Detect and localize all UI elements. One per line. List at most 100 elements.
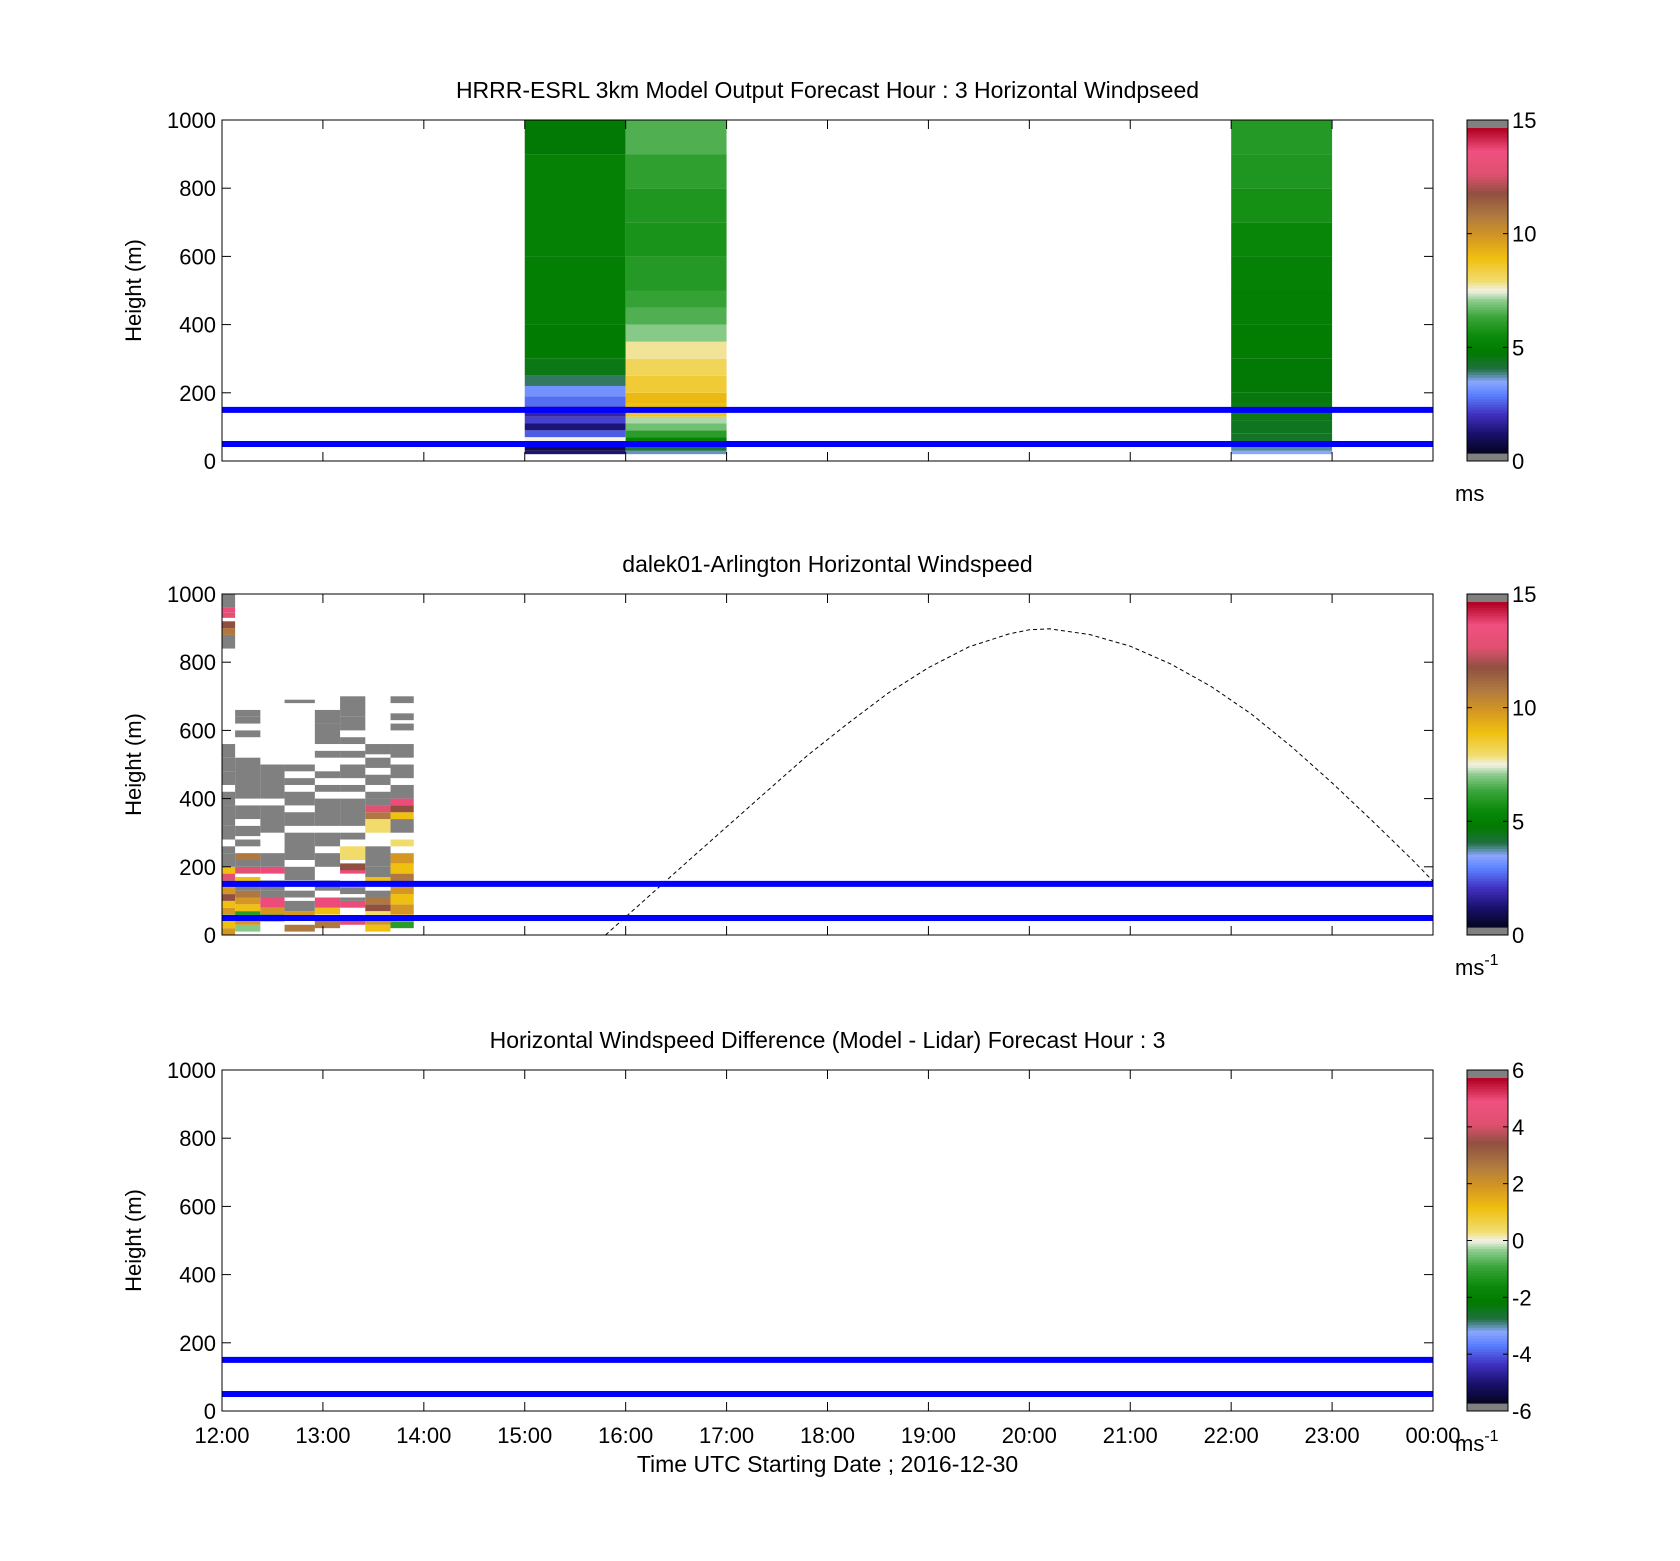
heatmap-cell bbox=[284, 764, 315, 772]
colorbar-tick-label: 15 bbox=[1512, 108, 1536, 133]
colorbar-segment bbox=[1467, 360, 1508, 365]
colorbar-segment bbox=[1467, 1316, 1508, 1320]
heatmap-cell bbox=[284, 890, 315, 898]
colorbar-segment bbox=[1467, 672, 1508, 676]
y-tick-label: 200 bbox=[179, 1331, 216, 1356]
colorbar-segment bbox=[1467, 203, 1508, 208]
colorbar-segment bbox=[1467, 1324, 1508, 1328]
colorbar-segment bbox=[1467, 1167, 1508, 1171]
heatmap-cell bbox=[365, 917, 391, 925]
heatmap-cell bbox=[625, 392, 727, 404]
colorbar-segment bbox=[1467, 144, 1508, 148]
colorbar-tick-label: -2 bbox=[1512, 1285, 1532, 1310]
x-tick-label: 22:00 bbox=[1204, 1423, 1259, 1448]
heatmap-cell bbox=[222, 900, 236, 908]
colorbar-segment bbox=[1467, 656, 1508, 660]
colorbar-segment bbox=[1467, 691, 1508, 695]
heatmap-cell bbox=[340, 716, 366, 731]
heatmap-cell bbox=[235, 716, 261, 724]
colorbar-segment bbox=[1467, 897, 1508, 901]
colorbar-segment bbox=[1467, 198, 1508, 202]
heatmap-cell bbox=[625, 120, 727, 155]
y-tick-label: 0 bbox=[204, 449, 216, 474]
colorbar-segment bbox=[1467, 780, 1508, 785]
colorbar-tick-label: 5 bbox=[1512, 809, 1524, 834]
colorbar-segment bbox=[1467, 295, 1508, 300]
colorbar-segment bbox=[1467, 824, 1508, 828]
colorbar-segment bbox=[1467, 713, 1508, 717]
colorbar-segment bbox=[1467, 707, 1508, 711]
heatmap-cell bbox=[625, 423, 727, 431]
colorbar-segment bbox=[1467, 1267, 1508, 1271]
heatmap-cell bbox=[390, 744, 414, 758]
heatmap-cell bbox=[222, 846, 236, 854]
colorbar-segment bbox=[1467, 128, 1508, 132]
colorbar-segment bbox=[1467, 1107, 1508, 1112]
colorbar-segment bbox=[1467, 157, 1508, 162]
colorbar-segment bbox=[1467, 417, 1508, 422]
colorbar-segment bbox=[1467, 886, 1508, 890]
heatmap-cell bbox=[1231, 222, 1333, 257]
colorbar-segment bbox=[1467, 279, 1508, 283]
colorbar-segment bbox=[1467, 1308, 1508, 1312]
colorbar-segment bbox=[1467, 230, 1508, 235]
colorbar: -6 -4 -2 0 2 4 6 ms-1 bbox=[1455, 1058, 1532, 1456]
colorbar-segment bbox=[1467, 1235, 1508, 1239]
colorbar-unit: ms bbox=[1455, 481, 1484, 506]
colorbar-cap bbox=[1467, 927, 1508, 935]
heatmap-cell bbox=[235, 709, 261, 717]
heatmap-cell bbox=[390, 904, 414, 915]
colorbar-segment bbox=[1467, 133, 1508, 137]
colorbar-segment bbox=[1467, 718, 1508, 722]
colorbar-segment bbox=[1467, 241, 1508, 246]
colorbar-segment bbox=[1467, 382, 1508, 386]
panel-1: 0 200 400 600 800 1000 HRRR-ESRL 3km Model Out… bbox=[121, 77, 1536, 506]
colorbar-segment bbox=[1467, 604, 1508, 609]
colorbar-segment bbox=[1467, 1186, 1508, 1190]
heatmap-cell bbox=[222, 825, 236, 840]
colorbar-segment bbox=[1467, 1113, 1508, 1117]
colorbar-segment bbox=[1467, 867, 1508, 871]
colorbar-segment bbox=[1467, 899, 1508, 904]
colorbar-segment bbox=[1467, 266, 1508, 270]
heatmap-cell bbox=[625, 188, 727, 223]
y-tick-label: 1000 bbox=[167, 108, 216, 133]
x-axis-label: Time UTC Starting Date ; 2016-12-30 bbox=[637, 1451, 1018, 1477]
heatmap-cell bbox=[365, 812, 391, 820]
heatmap-cell bbox=[340, 846, 366, 860]
y-tick-label: 400 bbox=[179, 1263, 216, 1288]
colorbar-segment bbox=[1467, 1105, 1508, 1109]
colorbar-segment bbox=[1467, 840, 1508, 844]
colorbar-segment bbox=[1467, 753, 1508, 757]
colorbar-segment bbox=[1467, 1096, 1508, 1101]
colorbar-segment bbox=[1467, 1178, 1508, 1182]
colorbar-segment bbox=[1467, 851, 1508, 855]
colorbar-segment bbox=[1467, 1132, 1508, 1136]
x-tick-label: 20:00 bbox=[1002, 1423, 1057, 1448]
colorbar-segment bbox=[1467, 341, 1508, 346]
heatmap-cell bbox=[260, 907, 285, 915]
colorbar-segment bbox=[1467, 201, 1508, 205]
colorbar-segment bbox=[1467, 1164, 1508, 1168]
colorbar-segment bbox=[1467, 916, 1508, 920]
colorbar-segment bbox=[1467, 1194, 1508, 1198]
panel-title: dalek01-Arlington Horizontal Windspeed bbox=[622, 551, 1032, 577]
heatmap-cell bbox=[365, 846, 391, 867]
colorbar-tick-label: 2 bbox=[1512, 1172, 1524, 1197]
heatmap-cell bbox=[222, 634, 236, 649]
colorbar-frame bbox=[1466, 593, 1509, 936]
colorbar-segment bbox=[1467, 371, 1508, 376]
heatmap-cell bbox=[314, 832, 341, 847]
colorbar-segment bbox=[1467, 788, 1508, 793]
colorbar-segment bbox=[1467, 1137, 1508, 1141]
dashed-curve bbox=[605, 628, 1433, 935]
colorbar-segment bbox=[1467, 702, 1508, 706]
colorbar-segment bbox=[1467, 1197, 1508, 1201]
colorbar-segment bbox=[1467, 1191, 1508, 1196]
colorbar-segment bbox=[1467, 843, 1508, 847]
colorbar-segment bbox=[1467, 263, 1508, 267]
colorbar-segment bbox=[1467, 1367, 1508, 1372]
colorbar-segment bbox=[1467, 794, 1508, 798]
colorbar-segment bbox=[1467, 1102, 1508, 1106]
heatmap-cell bbox=[235, 911, 261, 918]
